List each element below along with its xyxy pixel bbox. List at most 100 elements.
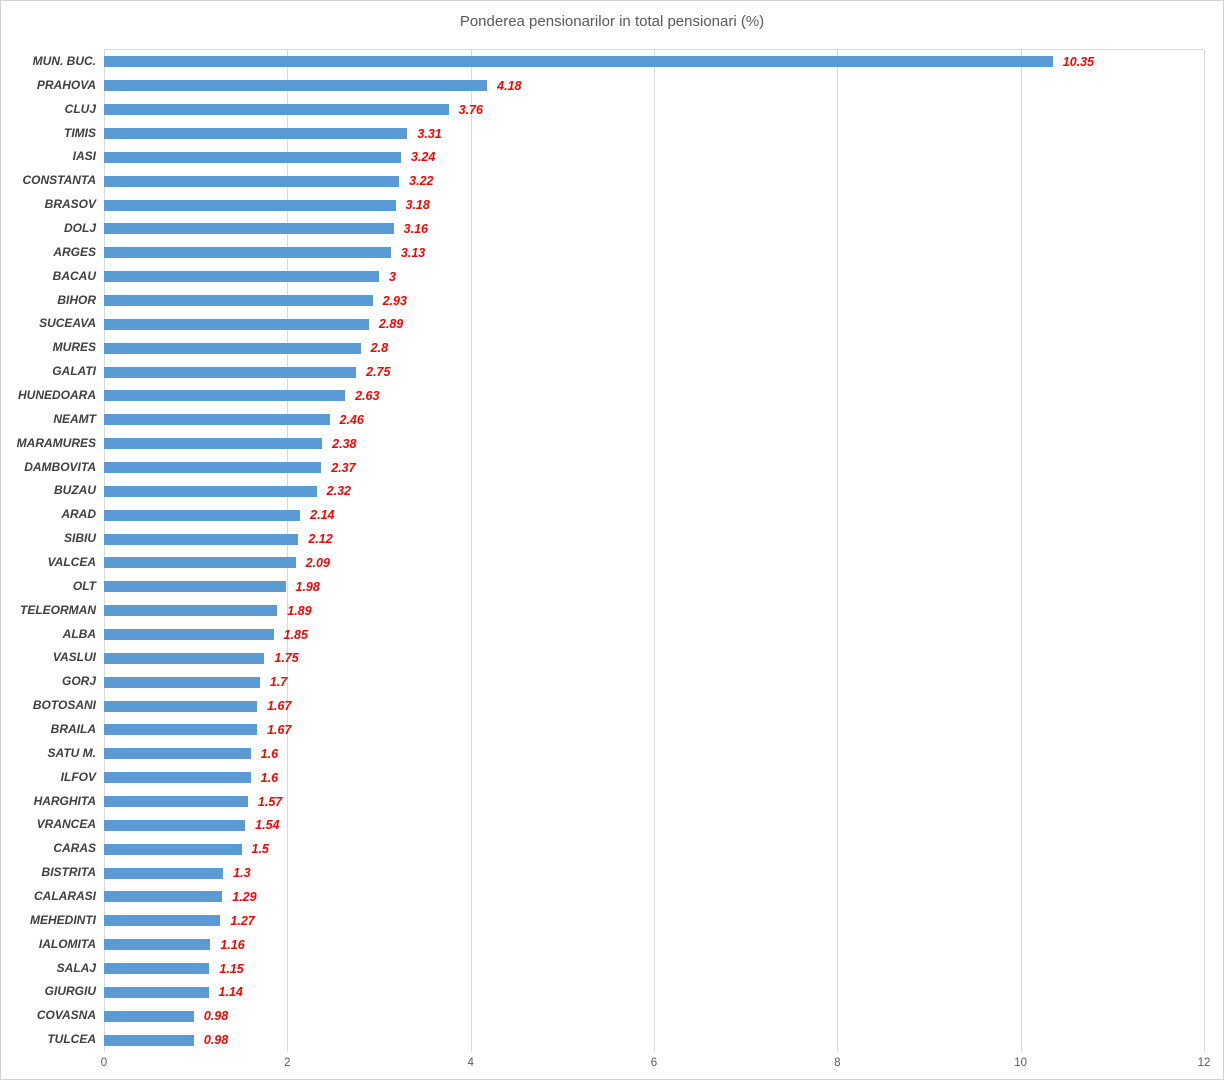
gridline — [1204, 50, 1205, 1052]
category-label: CALARASI — [34, 888, 96, 903]
x-axis-tick-label: 10 — [1014, 1057, 1028, 1069]
y-axis-category-labels: MUN. BUC. PRAHOVA CLUJ TIMIS IASI CONSTANTA BR… — [1, 49, 96, 1051]
value-label: 2.37 — [331, 460, 356, 475]
value-label: 3 — [389, 269, 396, 284]
category-label: BUZAU — [54, 483, 96, 498]
value-label: 2.46 — [339, 412, 364, 427]
value-label: 1.6 — [260, 770, 279, 785]
value-label: 2.14 — [310, 508, 335, 523]
bar — [104, 223, 394, 235]
bar — [104, 748, 251, 760]
bar — [104, 366, 357, 378]
category-label: ARGES — [53, 244, 96, 259]
category-label: BOTOSANI — [32, 698, 96, 713]
category-label: TIMIS — [64, 125, 96, 140]
gridline — [837, 50, 839, 1052]
bar — [104, 462, 322, 473]
gridline — [287, 50, 289, 1052]
value-label: 3.24 — [411, 150, 436, 165]
category-label: CONSTANTA — [22, 173, 96, 188]
bar — [104, 295, 373, 306]
value-label: 2.8 — [370, 341, 389, 356]
value-label: 2.32 — [326, 484, 351, 499]
category-label: MUN. BUC. — [32, 53, 96, 68]
bar — [104, 819, 246, 831]
bar — [104, 915, 221, 927]
bar — [104, 986, 209, 998]
category-label: BACAU — [52, 268, 96, 283]
gridline — [104, 50, 105, 1052]
value-label: 2.93 — [382, 293, 407, 308]
category-label: MEHEDINTI — [30, 912, 96, 927]
bar — [104, 390, 346, 402]
value-label: 1.6 — [260, 746, 279, 761]
value-label: 1.85 — [283, 627, 308, 642]
category-label: BISTRITA — [41, 865, 96, 880]
x-axis-tick-label: 0 — [100, 1057, 108, 1069]
category-label: CARAS — [53, 841, 96, 856]
category-label: DOLJ — [63, 220, 96, 235]
category-label: SATU M. — [47, 745, 96, 760]
value-label: 0.98 — [203, 1033, 229, 1048]
x-axis-tick-label: 8 — [834, 1057, 841, 1069]
category-label: GALATI — [52, 364, 96, 379]
chart-title: Ponderea pensionarilor in total pensiona… — [459, 13, 765, 30]
value-label: 2.09 — [305, 555, 330, 570]
value-label: 1.5 — [251, 842, 269, 857]
bar — [104, 963, 210, 974]
bar — [104, 509, 301, 521]
value-label: 3.13 — [400, 245, 426, 260]
category-label: GIURGIU — [44, 984, 96, 999]
category-label: BRAILA — [50, 721, 96, 736]
bar — [104, 939, 211, 951]
bar — [104, 342, 361, 354]
value-label: 1.14 — [218, 985, 243, 1000]
gridline — [1020, 50, 1022, 1052]
category-label: PRAHOVA — [36, 77, 96, 92]
category-label: IASI — [72, 149, 96, 164]
value-label: 3.76 — [458, 102, 483, 117]
bar — [104, 247, 391, 259]
value-label: 1.27 — [230, 913, 255, 928]
bar — [104, 772, 251, 784]
bar — [104, 199, 396, 211]
x-axis-tick-label: 2 — [284, 1057, 291, 1069]
bar — [104, 891, 223, 903]
plot-area: 10.35 4.18 3.76 3.31 3.24 3.22 3.18 3.16 3.13 3 2.… — [104, 49, 1205, 1052]
bar — [104, 318, 369, 330]
bar — [104, 581, 286, 593]
value-label: 1.98 — [295, 579, 320, 594]
value-label: 2.89 — [378, 317, 404, 332]
x-axis-tick-label: 6 — [650, 1057, 658, 1069]
bar — [104, 80, 488, 92]
bar — [104, 485, 317, 497]
bar — [104, 724, 258, 736]
value-label: 4.18 — [497, 78, 522, 93]
bar — [104, 700, 258, 712]
bar — [104, 676, 260, 688]
category-label: TULCEA — [47, 1032, 96, 1047]
category-label: NEAMT — [53, 411, 96, 426]
value-label: 1.67 — [267, 722, 292, 737]
category-label: DAMBOVITA — [24, 459, 96, 474]
value-label: 2.75 — [366, 365, 391, 380]
category-label: GORJ — [61, 674, 96, 689]
category-label: OLT — [72, 578, 96, 593]
category-label: ALBA — [62, 626, 96, 641]
value-label: 1.29 — [232, 889, 257, 904]
value-label: 1.67 — [267, 699, 292, 714]
gridline — [470, 50, 472, 1052]
value-label: 2.63 — [355, 388, 380, 403]
category-label: ARAD — [61, 507, 96, 522]
bar — [104, 796, 248, 807]
bar — [104, 1010, 194, 1022]
value-label: 3.31 — [417, 126, 442, 141]
category-label: MURES — [52, 340, 96, 355]
category-label: IALOMITA — [38, 936, 96, 951]
category-label: BRASOV — [44, 197, 96, 212]
value-label: 3.16 — [403, 221, 428, 236]
bar — [104, 271, 379, 283]
bar — [104, 56, 1053, 68]
category-label: VALCEA — [47, 554, 96, 569]
value-label: 1.57 — [257, 794, 283, 809]
